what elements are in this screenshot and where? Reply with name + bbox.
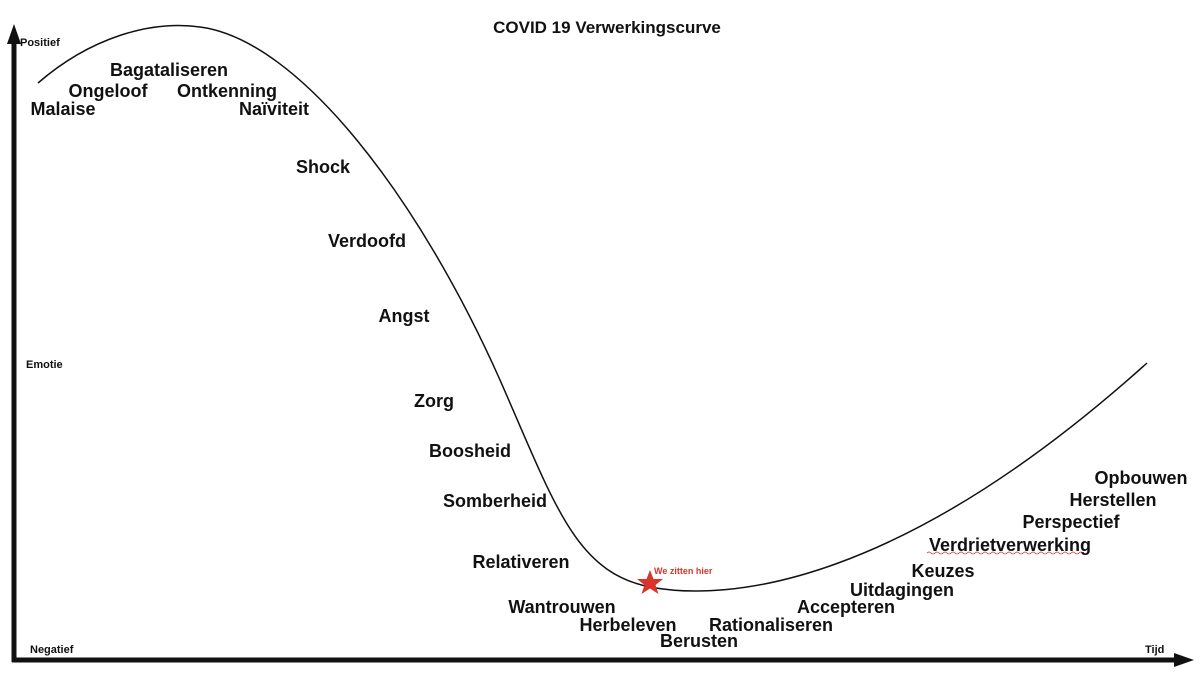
stage-label: Ontkenning	[177, 81, 277, 101]
marker-label: We zitten hier	[654, 566, 713, 576]
spellcheck-underline	[926, 551, 1088, 555]
curve	[37, 24, 1148, 592]
stage-label: Wantrouwen	[508, 597, 615, 617]
stage-label: Herbeleven	[579, 615, 676, 635]
stage-label: Berusten	[660, 631, 738, 651]
stage-label: Angst	[379, 306, 430, 326]
stage-label: Shock	[296, 157, 351, 177]
x-axis-arrow	[1174, 653, 1194, 667]
stage-label: Malaise	[30, 99, 95, 119]
title: COVID 19 Verwerkingscurve	[493, 18, 721, 37]
axis-label: Emotie	[26, 359, 63, 371]
stage-label: Relativeren	[472, 552, 569, 572]
stage-label: Rationaliseren	[709, 615, 833, 635]
stage-label: Herstellen	[1069, 490, 1156, 510]
y-axis-arrow	[7, 24, 21, 44]
axis-label: Positief	[20, 37, 60, 49]
stage-label: Keuzes	[911, 561, 974, 581]
stage-label: Bagataliseren	[110, 60, 228, 80]
stage-label: Perspectief	[1022, 512, 1120, 532]
stage-label: Verdrietverwerking	[929, 535, 1091, 555]
stage-label: Boosheid	[429, 441, 511, 461]
stage-label: Opbouwen	[1095, 468, 1188, 488]
stage-label: Verdoofd	[328, 231, 406, 251]
stage-label: Accepteren	[797, 597, 895, 617]
stage-label: Naïviteit	[239, 99, 309, 119]
stage-label: Zorg	[414, 391, 454, 411]
axis-label: Tijd	[1145, 644, 1164, 656]
stage-label: Ongeloof	[69, 81, 149, 101]
axis-label: Negatief	[30, 644, 74, 656]
stage-label: Somberheid	[443, 491, 547, 511]
marker-star	[637, 570, 663, 594]
stage-label: Uitdagingen	[850, 580, 954, 600]
